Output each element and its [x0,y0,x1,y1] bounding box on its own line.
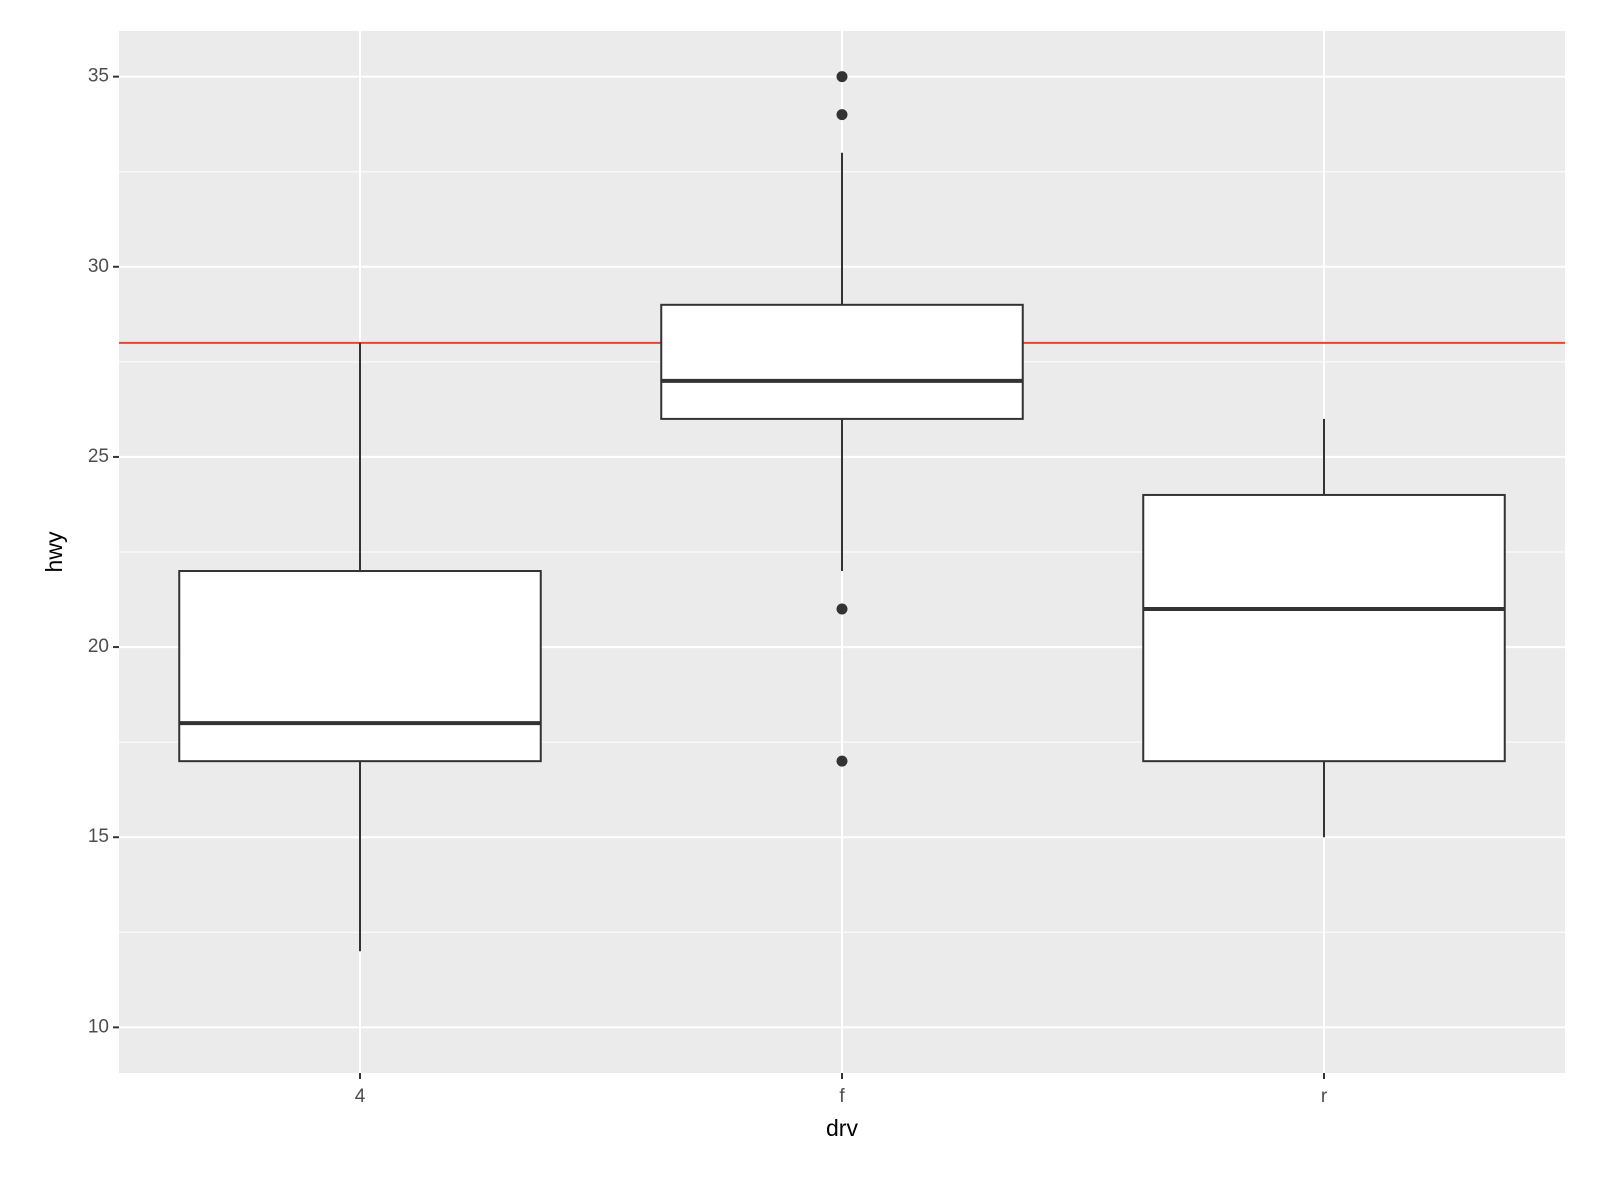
x-axis-title: drv [826,1115,858,1141]
x-tick-label: 4 [355,1086,366,1107]
y-tick-label: 15 [88,826,109,847]
outlier [836,755,848,767]
y-tick-label: 20 [88,636,109,657]
box [178,570,542,763]
x-tick-label: r [1321,1086,1328,1107]
y-tick-label: 25 [88,446,109,467]
outlier [836,109,848,121]
outlier [836,603,848,615]
outlier [836,71,848,83]
box [1142,493,1506,763]
y-axis-title: hwy [41,531,67,572]
y-tick-label: 35 [88,66,109,87]
x-tick-label: f [839,1086,845,1107]
y-tick-label: 10 [88,1016,109,1037]
box [660,303,1024,420]
y-tick-label: 30 [88,256,109,277]
